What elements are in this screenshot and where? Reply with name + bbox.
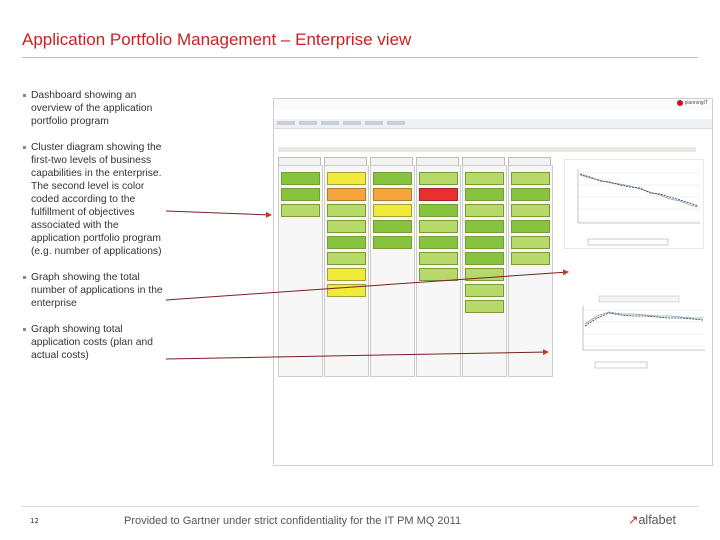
- capability-cell[interactable]: [327, 188, 366, 201]
- toolbar-item: [343, 121, 361, 125]
- capability-cell[interactable]: [419, 220, 458, 233]
- cluster-column: [462, 157, 507, 377]
- capability-cell[interactable]: [327, 236, 366, 249]
- capability-cell[interactable]: [465, 188, 504, 201]
- capability-cell[interactable]: [327, 252, 366, 265]
- capability-cell[interactable]: [465, 204, 504, 217]
- cluster-column: [324, 157, 369, 377]
- toolbar-item: [365, 121, 383, 125]
- capability-cell[interactable]: [419, 252, 458, 265]
- capability-cell[interactable]: [281, 188, 320, 201]
- bullet-marker: [23, 276, 26, 279]
- applications-trend-chart: [563, 158, 705, 250]
- applications-trend-svg: [563, 158, 705, 250]
- window-top-bar: [274, 99, 712, 109]
- toolbar-item: [299, 121, 317, 125]
- app-toolbar: [274, 119, 712, 129]
- capability-cell[interactable]: [511, 252, 550, 265]
- capability-cell[interactable]: [419, 172, 458, 185]
- capability-cell[interactable]: [327, 268, 366, 281]
- bullet-costs-graph: Graph showing total application costs (p…: [22, 323, 164, 362]
- bullet-text: Graph showing the total number of applic…: [31, 272, 163, 309]
- cluster-column: [508, 157, 553, 377]
- capability-cell[interactable]: [511, 220, 550, 233]
- capability-cell[interactable]: [419, 188, 458, 201]
- slide-title: Application Portfolio Management – Enter…: [22, 30, 412, 49]
- capability-cell[interactable]: [419, 236, 458, 249]
- capability-cell[interactable]: [373, 172, 412, 185]
- bullet-marker: [23, 94, 26, 97]
- bullet-applications-graph: Graph showing the total number of applic…: [22, 271, 164, 310]
- cluster-column: [278, 157, 323, 377]
- capability-cell[interactable]: [327, 172, 366, 185]
- capability-cell[interactable]: [327, 284, 366, 297]
- confidentiality-note: Provided to Gartner under strict confide…: [124, 515, 462, 527]
- cluster-column-body: [278, 165, 323, 377]
- capability-cell[interactable]: [465, 300, 504, 313]
- capability-cell[interactable]: [281, 172, 320, 185]
- capability-cell[interactable]: [511, 236, 550, 249]
- cluster-column-body: [462, 165, 507, 377]
- capability-cell[interactable]: [511, 204, 550, 217]
- logo-text: planningIT: [684, 100, 708, 106]
- capability-cell[interactable]: [419, 268, 458, 281]
- cluster-column: [416, 157, 461, 377]
- bullet-list: Dashboard showing an overview of the app…: [22, 89, 164, 375]
- title-divider: [22, 57, 698, 58]
- brand-mark-icon: ↗: [628, 513, 639, 527]
- toolbar-item: [277, 121, 295, 125]
- cluster-column-body: [508, 165, 553, 377]
- cluster-column-body: [416, 165, 461, 377]
- capability-cell[interactable]: [373, 220, 412, 233]
- brand-name: alfabet: [638, 513, 677, 527]
- capability-cell[interactable]: [465, 268, 504, 281]
- cluster-column-body: [370, 165, 415, 377]
- bullet-text: Cluster diagram showing the first-two le…: [31, 142, 162, 257]
- bullet-marker: [23, 328, 26, 331]
- capability-cell[interactable]: [465, 220, 504, 233]
- capability-cell[interactable]: [419, 204, 458, 217]
- product-logo: planningIT: [676, 100, 708, 106]
- dashboard-screenshot: planningIT: [273, 98, 713, 466]
- costs-trend-svg: [569, 294, 709, 374]
- dashboard-header-bar: [278, 147, 696, 152]
- capability-cell[interactable]: [511, 188, 550, 201]
- capability-cell[interactable]: [373, 188, 412, 201]
- cluster-diagram: [278, 157, 554, 377]
- capability-cell[interactable]: [373, 236, 412, 249]
- cluster-column: [370, 157, 415, 377]
- costs-trend-chart: [569, 294, 709, 374]
- brand-logo: ↗alfabet: [628, 512, 676, 527]
- logo-mark-icon: [676, 100, 683, 106]
- capability-cell[interactable]: [465, 172, 504, 185]
- capability-cell[interactable]: [327, 220, 366, 233]
- bullet-marker: [23, 146, 26, 149]
- bullet-cluster: Cluster diagram showing the first-two le…: [22, 141, 164, 258]
- capability-cell[interactable]: [465, 284, 504, 297]
- capability-cell[interactable]: [465, 236, 504, 249]
- toolbar-item: [321, 121, 339, 125]
- footer-divider: [22, 506, 698, 507]
- capability-cell[interactable]: [511, 172, 550, 185]
- bullet-text: Graph showing total application costs (p…: [31, 324, 153, 361]
- bullet-text: Dashboard showing an overview of the app…: [31, 90, 153, 127]
- cluster-column-body: [324, 165, 369, 377]
- bullet-dashboard: Dashboard showing an overview of the app…: [22, 89, 164, 128]
- page-number: 12: [30, 517, 39, 525]
- toolbar-item: [387, 121, 405, 125]
- capability-cell[interactable]: [465, 252, 504, 265]
- capability-cell[interactable]: [281, 204, 320, 217]
- capability-cell[interactable]: [327, 204, 366, 217]
- capability-cell[interactable]: [373, 204, 412, 217]
